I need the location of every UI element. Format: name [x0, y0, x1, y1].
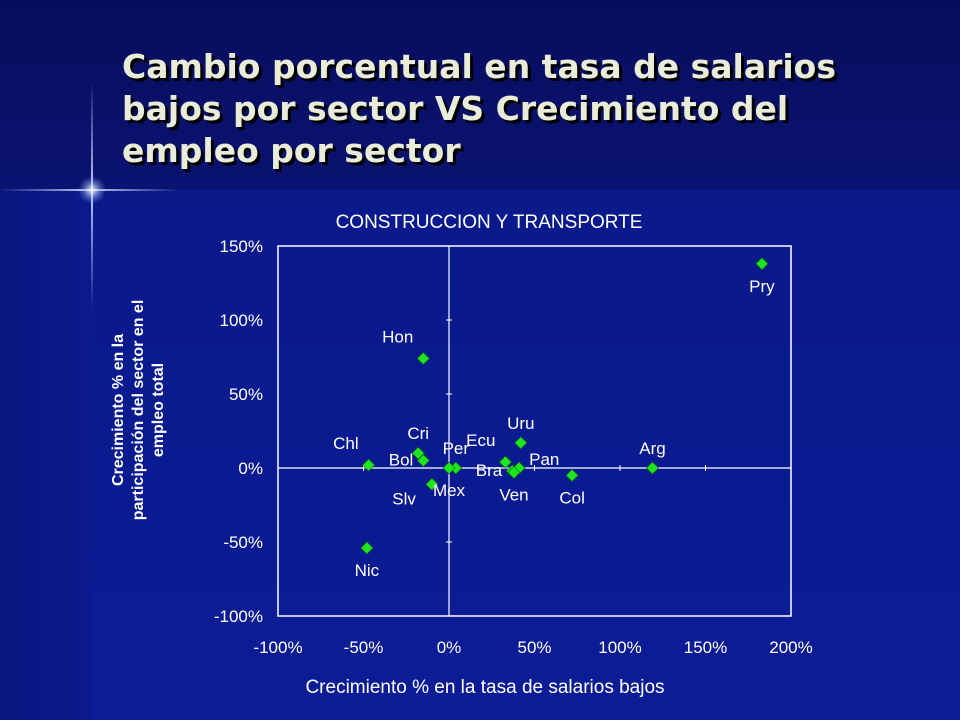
y-tick-label: -100% — [214, 607, 263, 626]
data-label-hon: Hon — [382, 327, 413, 346]
data-label-uru: Uru — [507, 414, 534, 433]
data-point-slv — [425, 477, 439, 491]
plot-area — [277, 245, 792, 617]
left-band — [0, 190, 92, 720]
data-point-nic — [360, 541, 374, 555]
x-tick-label: 100% — [598, 638, 641, 657]
tick-labels: -100% -50% 0% 50% 100% 150% 200% -100% -50% 0% 50%… — [214, 237, 813, 657]
flare-glow-decoration — [78, 176, 106, 204]
data-point-chl — [362, 458, 376, 472]
x-axis-label: Crecimiento % en la tasa de salarios baj… — [305, 677, 664, 698]
y-axis-label: Crecimiento % en la participación del sec… — [110, 300, 167, 521]
data-label-ven: Ven — [499, 485, 528, 504]
data-label-nic: Nic — [355, 561, 380, 580]
data-label-arg: Arg — [639, 439, 665, 458]
x-tick-label: -50% — [344, 638, 384, 657]
data-label-slv: Slv — [392, 489, 416, 508]
y-tick-label: 0% — [238, 459, 263, 478]
data-label-col: Col — [559, 488, 585, 507]
data-point-hon — [416, 352, 430, 365]
header-band — [0, 0, 960, 190]
chart-title: CONSTRUCCION Y TRANSPORTE — [336, 212, 643, 233]
data-point-bol — [416, 454, 430, 468]
data-point-uru — [514, 436, 528, 450]
data-label-chl: Chl — [333, 434, 359, 453]
data-point-arg — [646, 461, 659, 475]
data-point-col — [565, 468, 579, 482]
x-tick-label: 0% — [437, 638, 462, 657]
x-tick-label: 50% — [517, 638, 551, 657]
data-label-mex: Mex — [433, 481, 466, 500]
data-point-cri — [411, 446, 425, 460]
x-tick-label: -100% — [253, 638, 302, 657]
x-tick-label: 150% — [684, 638, 727, 657]
y-tick-label: 100% — [220, 311, 263, 330]
data-label-pan: Pan — [529, 450, 559, 469]
data-label-bra: Bra — [476, 461, 503, 480]
data-point-pry — [755, 257, 769, 271]
data-label-per: Per — [443, 439, 470, 458]
data-label-cri: Cri — [407, 424, 429, 443]
data-points — [360, 257, 769, 555]
slide-title: Cambio porcentual en tasa de salarios ba… — [122, 47, 836, 170]
data-label-pry: Pry — [749, 277, 775, 296]
data-point-ecu — [499, 455, 512, 469]
axes-layer — [277, 245, 792, 617]
data-point-mex — [442, 461, 456, 475]
y-tick-label: -50% — [223, 533, 263, 552]
y-tick-label: 150% — [220, 237, 263, 256]
data-label-bol: Bol — [389, 451, 414, 470]
y-tick-label: 50% — [229, 385, 263, 404]
data-label-ecu: Ecu — [466, 431, 495, 450]
x-tick-label: 200% — [769, 638, 812, 657]
data-point-ven — [507, 466, 521, 479]
